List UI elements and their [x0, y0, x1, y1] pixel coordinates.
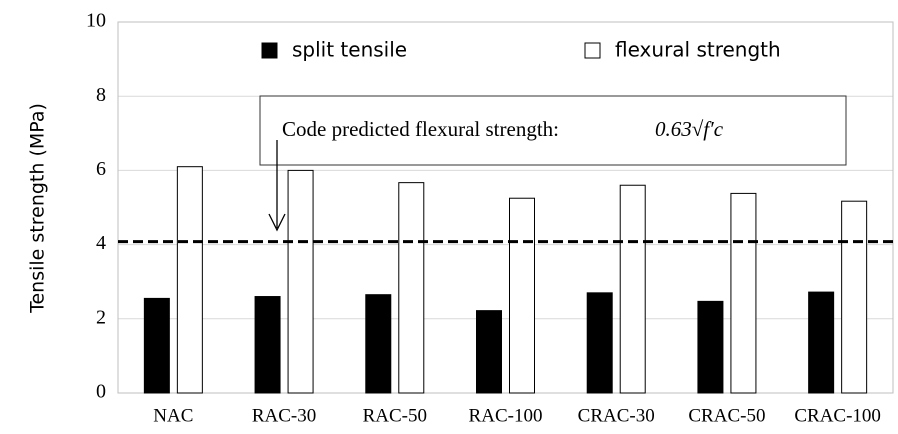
bar — [143, 297, 170, 394]
bar — [808, 291, 835, 394]
bar — [841, 200, 868, 394]
x-tick-label: NAC — [153, 405, 193, 426]
legend-swatch — [261, 42, 278, 59]
formula: 0.63√f′c — [655, 117, 724, 141]
arrow-head — [268, 213, 286, 232]
x-tick-label: CRAC-50 — [688, 405, 765, 426]
annotation-box — [259, 95, 847, 166]
bar — [730, 192, 757, 394]
y-tick-label: 10 — [86, 10, 106, 32]
annotation: Code predicted flexural strength: — [282, 117, 559, 141]
bar — [697, 300, 724, 394]
bar — [509, 197, 535, 394]
legend-swatch — [584, 42, 601, 59]
bar — [254, 296, 281, 394]
y-tick-label: 0 — [96, 381, 106, 403]
x-tick-label: RAC-30 — [252, 405, 316, 426]
bar — [476, 310, 502, 394]
bar — [176, 166, 203, 394]
x-tick-label: RAC-50 — [363, 405, 427, 426]
y-tick-label: 4 — [96, 232, 106, 254]
y-tick-label: 8 — [96, 84, 106, 106]
x-tick-label: RAC-100 — [469, 405, 543, 426]
bar — [619, 184, 646, 394]
legend-label: split tensile — [292, 38, 407, 62]
y-axis-label: Tensile strength (MPa) — [27, 103, 49, 314]
y-tick-label: 2 — [96, 306, 106, 328]
plot-frame — [117, 21, 894, 394]
bar — [365, 294, 392, 394]
x-tick-label: CRAC-100 — [794, 405, 881, 426]
bar — [287, 169, 314, 394]
y-tick-label: 6 — [96, 158, 106, 180]
bar — [398, 182, 425, 394]
x-tick-label: CRAC-30 — [578, 405, 655, 426]
legend-label: flexural strength — [615, 38, 781, 62]
bar — [586, 292, 613, 394]
